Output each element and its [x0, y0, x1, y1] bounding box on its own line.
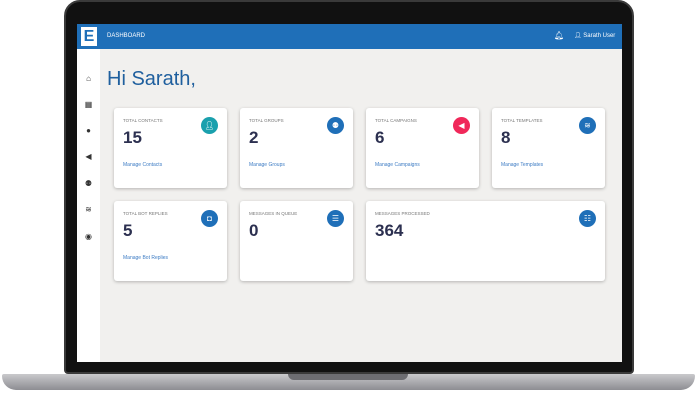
- globe-icon[interactable]: ◉: [85, 232, 92, 241]
- megaphone-icon: ◀: [453, 117, 470, 134]
- greeting: Hi Sarath,: [107, 68, 196, 90]
- card-total-campaigns: TOTAL CAMPAIGNS 6 Manage Campaigns ◀: [366, 108, 479, 188]
- list-icon: ☷: [579, 210, 596, 227]
- laptop-base: [2, 374, 695, 390]
- card-label: TOTAL BOT REPLIES: [123, 211, 168, 216]
- users-icon[interactable]: ⚉: [84, 179, 93, 188]
- card-total-bot-replies: TOTAL BOT REPLIES 5 Manage Bot Replies ◘: [114, 201, 227, 281]
- chat-icon[interactable]: ●: [86, 126, 91, 135]
- grid-icon[interactable]: ▦: [84, 100, 93, 109]
- card-value: 15: [123, 128, 142, 147]
- card-label: TOTAL GROUPS: [249, 118, 284, 123]
- home-icon[interactable]: ⌂: [86, 74, 91, 83]
- card-total-templates: TOTAL TEMPLATES 8 Manage Templates ≋: [492, 108, 605, 188]
- card-label: MESSAGES PROCESSED: [375, 211, 430, 216]
- users-icon: ⚉: [327, 117, 344, 134]
- layers-icon[interactable]: ≋: [85, 205, 92, 214]
- page-title: DASHBOARD: [107, 33, 146, 39]
- top-bar: E DASHBOARD 🔔︎ 👤︎ Sarath User: [77, 24, 622, 49]
- megaphone-icon[interactable]: ◀: [85, 152, 92, 161]
- card-label: TOTAL CAMPAIGNS: [375, 118, 417, 123]
- manage-bot-replies-link[interactable]: Manage Bot Replies: [123, 255, 169, 261]
- laptop-notch: [288, 374, 408, 380]
- manage-templates-link[interactable]: Manage Templates: [501, 162, 544, 168]
- card-label: TOTAL CONTACTS: [123, 118, 163, 123]
- manage-campaigns-link[interactable]: Manage Campaigns: [375, 162, 420, 168]
- card-value: 0: [249, 221, 259, 240]
- card-messages-processed: MESSAGES PROCESSED 364 ☷: [366, 201, 605, 281]
- card-value: 2: [249, 128, 259, 147]
- card-value: 364: [375, 221, 404, 240]
- card-label: MESSAGES IN QUEUE: [249, 211, 298, 216]
- card-label: TOTAL TEMPLATES: [501, 118, 543, 123]
- logo[interactable]: E: [79, 25, 99, 48]
- manage-contacts-link[interactable]: Manage Contacts: [123, 162, 163, 168]
- screen: E DASHBOARD 🔔︎ 👤︎ Sarath User ⌂ ▦ ● ◀ ⚉ …: [77, 24, 622, 362]
- card-value: 5: [123, 221, 133, 240]
- sidebar: ⌂ ▦ ● ◀ ⚉ ≋ ◉: [77, 49, 100, 362]
- card-total-contacts: TOTAL CONTACTS 15 Manage Contacts 👤︎: [114, 108, 227, 188]
- robot-icon: ◘: [201, 210, 218, 227]
- manage-groups-link[interactable]: Manage Groups: [249, 162, 285, 168]
- bell-icon[interactable]: 🔔︎: [554, 31, 565, 40]
- user-name: Sarath User: [583, 33, 616, 39]
- card-messages-in-queue: MESSAGES IN QUEUE 0 ☰: [240, 201, 353, 281]
- user-menu[interactable]: 👤︎ Sarath User: [574, 32, 615, 39]
- card-value: 6: [375, 128, 385, 147]
- card-value: 8: [501, 128, 511, 147]
- user-icon: 👤︎: [574, 33, 582, 39]
- queue-icon: ☰: [327, 210, 344, 227]
- layers-icon: ≋: [579, 117, 596, 134]
- card-total-groups: TOTAL GROUPS 2 Manage Groups ⚉: [240, 108, 353, 188]
- user-icon: 👤︎: [201, 117, 218, 134]
